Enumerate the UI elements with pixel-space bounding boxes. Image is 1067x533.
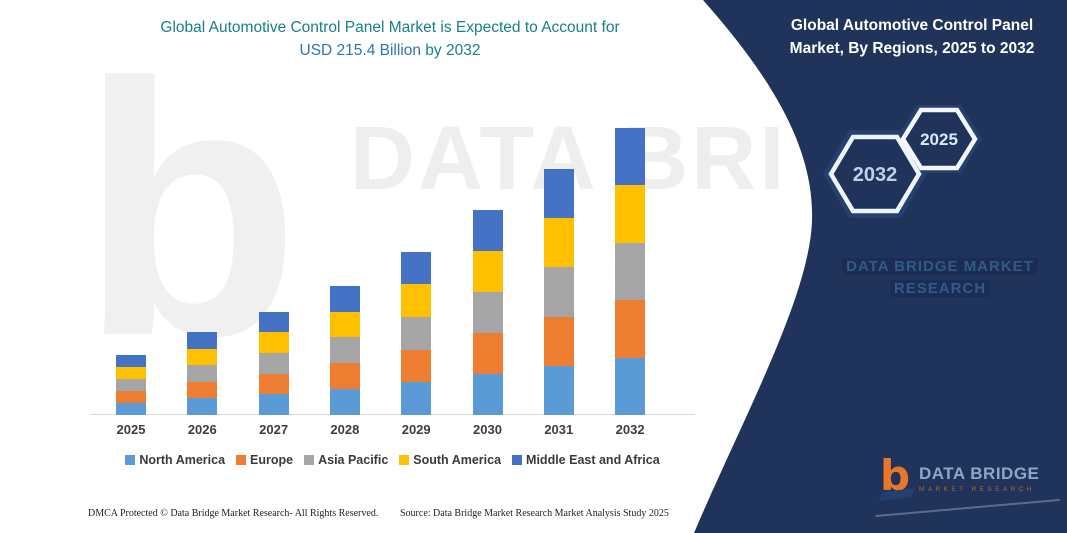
bar-segment-2029 (401, 382, 432, 415)
logo-b-icon: b (878, 455, 916, 502)
legend-swatch (236, 455, 247, 465)
year-hexagons: 2032 2025 (823, 105, 982, 218)
bar-2031 (543, 169, 574, 415)
panel-brand-line2: RESEARCH (889, 280, 991, 297)
bar-segment-2026 (187, 381, 218, 399)
x-axis-line (90, 414, 695, 415)
legend-label: South America (413, 453, 502, 467)
bar-segment-2030 (472, 333, 503, 375)
bar-segment-2032 (615, 185, 646, 243)
bar-segment-2025 (116, 367, 146, 379)
x-axis-label-2032: 2032 (615, 422, 645, 437)
bar-segment-2029 (401, 349, 432, 383)
hexagon-2025-label: 2025 (920, 130, 958, 149)
bar-segment-2030 (472, 374, 503, 415)
legend-item: North America (125, 453, 225, 467)
bar-segment-2028 (329, 389, 360, 415)
bar-segment-2030 (472, 210, 503, 252)
legend-label: Asia Pacific (318, 453, 389, 467)
bar-segment-2025 (116, 379, 146, 391)
x-axis-label-2025: 2025 (116, 422, 146, 437)
chart-legend: North America Europe Asia Pacific South Ame… (85, 453, 700, 467)
footer-source-text: Source: Data Bridge Market Research Mark… (400, 508, 669, 519)
bar-segment-2029 (401, 284, 432, 317)
legend-swatch (399, 455, 410, 465)
x-axis-label-2030: 2030 (473, 422, 502, 437)
chart-title-highlight: USD 215.4 Billion (299, 42, 421, 59)
bar-segment-2031 (543, 169, 574, 219)
footer-dmca-text: DMCA Protected © Data Bridge Market Rese… (88, 508, 379, 519)
bar-2032 (615, 127, 646, 416)
legend-item: Middle East and Africa (512, 453, 660, 467)
chart-title-suffix: by 2032 (421, 42, 481, 59)
bar-segment-2031 (543, 218, 574, 268)
legend-item: South America (399, 453, 501, 467)
x-axis-label-2031: 2031 (544, 422, 574, 437)
bar-segment-2028 (329, 311, 360, 338)
bar-segment-2027 (258, 332, 289, 353)
x-axis-label-2029: 2029 (401, 422, 431, 437)
bar-segment-2030 (472, 292, 503, 334)
bar-2025 (116, 355, 146, 415)
bar-2027 (258, 311, 289, 415)
bar-segment-2027 (258, 311, 289, 333)
legend-swatch (125, 455, 136, 465)
legend-item: Asia Pacific (304, 453, 388, 467)
bar-segment-2028 (329, 337, 360, 364)
bar-segment-2032 (615, 242, 646, 301)
bar-segment-2031 (543, 365, 574, 415)
legend-swatch (512, 455, 523, 465)
legend-item: Europe (236, 453, 293, 467)
logo-underline-swoosh (875, 498, 1060, 518)
legend-swatch (304, 455, 315, 465)
bar-2030 (472, 210, 503, 415)
panel-brand-watermark: DATA BRIDGE MARKET RESEARCH (805, 256, 1067, 300)
plot-area: 2025 2026 2027 2028 2029 2030 2031 2032 (85, 95, 700, 437)
bar-segment-2027 (258, 352, 289, 374)
x-axis-label-2027: 2027 (259, 422, 289, 437)
legend-label: North America (139, 453, 226, 467)
legend-label: Europe (250, 453, 294, 467)
bar-segment-2028 (329, 285, 360, 312)
bar-2029 (401, 251, 432, 415)
bar-segment-2026 (187, 332, 218, 349)
bar-2026 (187, 332, 218, 415)
bar-segment-2025 (116, 355, 146, 367)
bar-segment-2031 (543, 316, 574, 366)
panel-brand-line1: DATA BRIDGE MARKET (842, 258, 1038, 275)
bar-segment-2025 (116, 403, 146, 415)
x-axis-label-2026: 2026 (187, 422, 217, 437)
bar-segment-2026 (187, 348, 218, 366)
legend-label: Middle East and Africa (526, 453, 660, 467)
bar-segment-2025 (116, 391, 146, 403)
bar-segment-2026 (187, 365, 218, 382)
bar-segment-2030 (472, 251, 503, 293)
bar-segment-2031 (543, 267, 574, 317)
bar-segment-2032 (615, 300, 646, 358)
bar-2028 (329, 285, 360, 415)
bar-segment-2032 (615, 127, 646, 186)
chart-title-line1: Global Automotive Control Panel Market i… (160, 19, 620, 36)
company-logo: b DATA BRIDGE MARKET RESEARCH (875, 455, 1060, 518)
right-panel-title: Global Automotive Control Panel Market, … (789, 17, 1035, 57)
bar-segment-2027 (258, 373, 289, 395)
logo-subtitle: MARKET RESEARCH (919, 486, 1035, 493)
x-axis-label-2028: 2028 (330, 422, 360, 437)
chart-title: Global Automotive Control Panel Market i… (60, 16, 720, 62)
bar-segment-2026 (187, 398, 218, 415)
hexagon-2032-label: 2032 (853, 164, 898, 186)
bar-segment-2029 (401, 251, 432, 285)
bar-segment-2027 (258, 394, 289, 415)
logo-name: DATA BRIDGE (919, 464, 1040, 483)
bar-segment-2029 (401, 316, 432, 350)
bar-segment-2028 (329, 363, 360, 390)
bar-segment-2032 (615, 357, 646, 416)
